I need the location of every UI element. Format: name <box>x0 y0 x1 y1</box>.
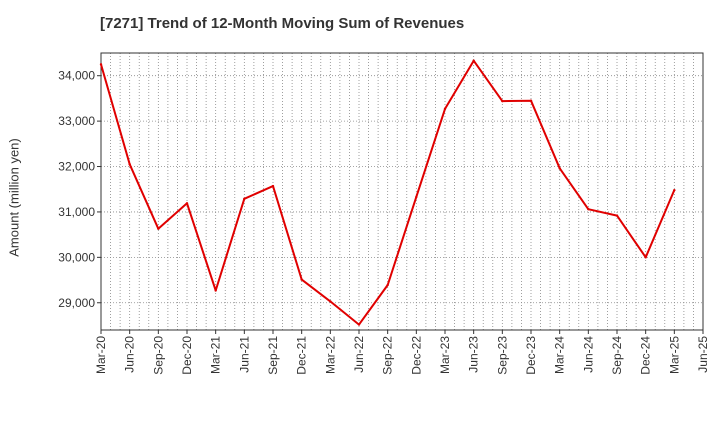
y-tick-label: 29,000 <box>58 296 95 310</box>
x-tick-label: Jun-25 <box>696 336 710 373</box>
y-tick-label: 34,000 <box>58 69 95 83</box>
data-point <box>128 163 131 166</box>
data-point <box>529 99 533 102</box>
data-point <box>644 256 647 259</box>
x-tick-label: Sep-20 <box>151 336 165 375</box>
y-tick-label: 33,000 <box>58 114 95 128</box>
chart-title: [7271] Trend of 12-Month Moving Sum of R… <box>100 15 465 32</box>
x-tick-label: Dec-20 <box>180 336 194 375</box>
x-tick-label: Mar-23 <box>438 336 452 374</box>
x-tick-label: Jun-20 <box>123 336 137 373</box>
data-point <box>157 227 160 230</box>
x-tick-label: Mar-21 <box>209 336 223 374</box>
data-point <box>472 59 475 62</box>
data-point <box>357 323 361 326</box>
data-point <box>673 188 676 192</box>
plot-border <box>100 52 704 331</box>
data-point <box>501 99 504 103</box>
data-point <box>185 202 189 205</box>
x-tick-label: Dec-22 <box>409 336 423 375</box>
data-point <box>99 63 103 66</box>
data-point <box>243 197 246 200</box>
data-point <box>386 283 389 287</box>
x-tick-label: Jun-21 <box>237 336 251 373</box>
x-tick-label: Jun-23 <box>467 336 481 373</box>
x-tick-label: Jun-24 <box>581 336 595 373</box>
data-point <box>214 289 217 292</box>
x-tick-label: Dec-23 <box>524 336 538 375</box>
data-point <box>329 300 332 303</box>
x-tick-label: Jun-22 <box>352 336 366 373</box>
x-tick-label: Sep-22 <box>381 336 395 375</box>
x-tick-label: Sep-21 <box>266 336 280 375</box>
y-tick-label: 31,000 <box>58 205 95 219</box>
x-tick-label: Mar-22 <box>323 336 337 374</box>
data-point <box>443 107 447 111</box>
x-tick-label: Mar-25 <box>667 336 681 374</box>
data-point <box>558 167 561 170</box>
data-point <box>415 195 418 199</box>
x-tick-label: Sep-24 <box>610 336 624 375</box>
data-point <box>615 214 619 217</box>
x-tick-label: Mar-20 <box>94 336 108 374</box>
x-tick-label: Sep-23 <box>495 336 509 375</box>
data-point <box>587 208 590 211</box>
x-tick-label: Dec-21 <box>295 336 309 375</box>
x-tick-label: Dec-24 <box>639 336 653 375</box>
data-point <box>300 278 303 281</box>
y-tick-label: 32,000 <box>58 160 95 174</box>
x-tick-label: Mar-24 <box>553 336 567 374</box>
y-tick-label: 30,000 <box>58 250 95 264</box>
data-point <box>271 184 275 188</box>
